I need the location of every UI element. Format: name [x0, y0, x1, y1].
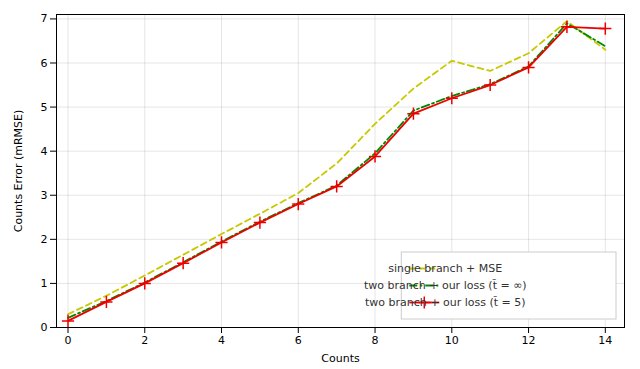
svg-text:0: 0: [65, 334, 72, 347]
svg-text:5: 5: [41, 101, 48, 114]
svg-text:7: 7: [41, 12, 48, 25]
svg-text:two branch + our loss (t̃ = 5): two branch + our loss (t̃ = 5): [365, 296, 526, 309]
svg-text:14: 14: [598, 334, 612, 347]
svg-text:two branch + our loss (t̃ = ∞): two branch + our loss (t̃ = ∞): [364, 279, 527, 292]
svg-text:2: 2: [41, 233, 48, 246]
svg-text:4: 4: [218, 334, 225, 347]
svg-text:single branch + MSE: single branch + MSE: [388, 262, 502, 275]
svg-text:1: 1: [41, 277, 48, 290]
svg-text:10: 10: [445, 334, 459, 347]
svg-text:Counts Error (mRMSE): Counts Error (mRMSE): [12, 110, 25, 233]
svg-text:8: 8: [372, 334, 379, 347]
svg-text:3: 3: [41, 189, 48, 202]
svg-text:6: 6: [295, 334, 302, 347]
svg-text:Counts: Counts: [321, 352, 360, 365]
svg-text:12: 12: [522, 334, 536, 347]
svg-text:6: 6: [41, 57, 48, 70]
svg-text:0: 0: [41, 321, 48, 334]
svg-text:4: 4: [41, 145, 48, 158]
svg-text:2: 2: [141, 334, 148, 347]
